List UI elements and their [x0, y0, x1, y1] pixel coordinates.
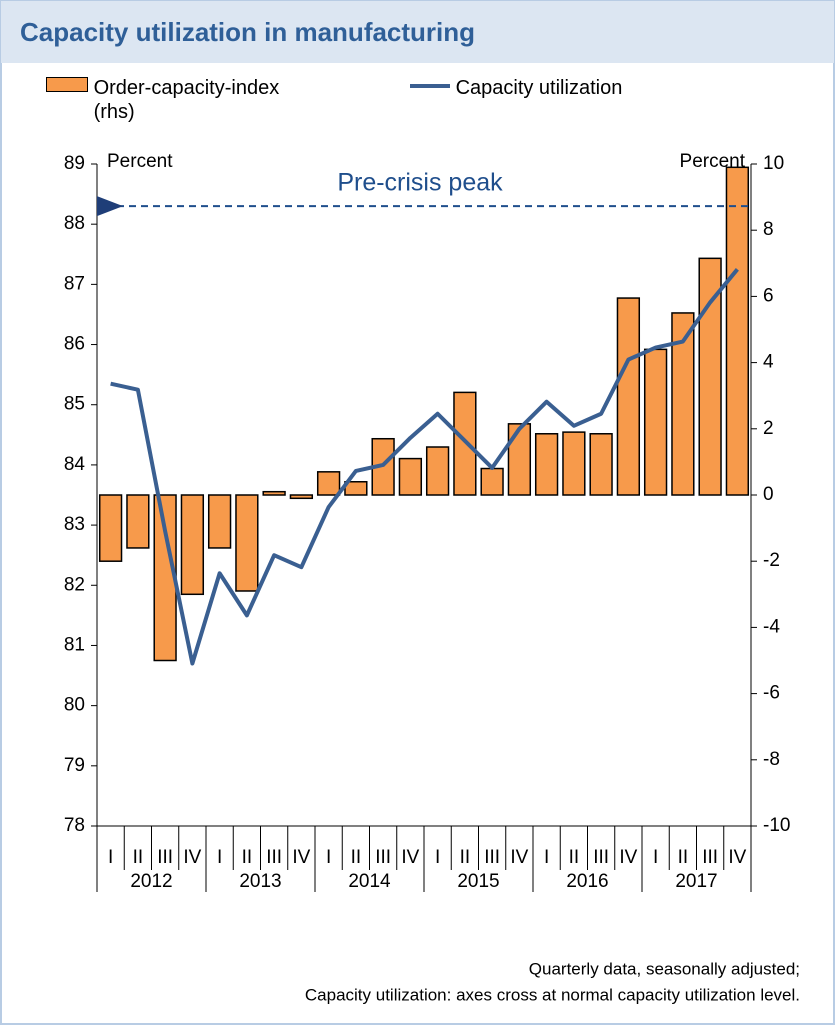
year-label: 2015 — [457, 871, 499, 892]
y-tick-label: 87 — [64, 273, 85, 294]
x-tick-label: III — [375, 847, 391, 868]
year-label: 2016 — [566, 871, 608, 892]
x-tick-label: II — [351, 847, 362, 868]
y-tick-label: 78 — [64, 815, 85, 836]
bar — [316, 471, 341, 496]
x-tick-label: IV — [292, 847, 310, 868]
x-tick-label: I — [435, 847, 440, 868]
year-label: 2014 — [348, 871, 391, 892]
legend-label: Capacity utilization — [455, 77, 623, 99]
x-tick-label: I — [108, 847, 113, 868]
bar — [425, 446, 450, 496]
y2-tick-label: -8 — [763, 749, 780, 770]
bar — [562, 431, 586, 496]
y-axis-label: Percent — [107, 151, 173, 172]
legend-bar: Order-capacity-index (rhs) — [46, 76, 324, 124]
year-label: 2013 — [239, 871, 281, 892]
legend-label: Order-capacity-index (rhs) — [93, 77, 280, 123]
bar — [643, 348, 668, 496]
bar — [398, 457, 423, 496]
bar — [289, 494, 314, 500]
x-tick-label: I — [653, 847, 658, 868]
legend-swatch — [410, 84, 450, 88]
y2-tick-label: 6 — [763, 285, 774, 306]
bar — [235, 494, 259, 592]
x-tick-label: II — [133, 847, 144, 868]
x-tick-label: III — [266, 847, 282, 868]
x-tick-label: III — [593, 847, 609, 868]
bar — [698, 257, 722, 496]
footnote: Quarterly data, seasonally adjusted; — [529, 959, 800, 978]
bar — [126, 494, 150, 549]
y-tick-label: 79 — [64, 755, 85, 776]
y-tick-label: 80 — [64, 695, 85, 716]
x-tick-label: II — [569, 847, 580, 868]
bar — [207, 494, 232, 549]
bar — [725, 166, 750, 496]
footnote: Capacity utilization: axes cross at norm… — [305, 985, 800, 1004]
x-tick-label: II — [242, 847, 253, 868]
y-tick-label: 86 — [64, 334, 85, 355]
y-tick-label: 89 — [64, 153, 85, 174]
header-bg — [1, 1, 834, 63]
y-tick-label: 84 — [64, 454, 86, 475]
y2-tick-label: -10 — [763, 815, 790, 836]
x-tick-label: IV — [401, 847, 419, 868]
bar — [671, 312, 695, 496]
bar — [507, 423, 532, 496]
y2-tick-label: 10 — [763, 153, 784, 174]
y2-tick-label: 4 — [763, 352, 774, 373]
bar — [616, 297, 641, 496]
y2-tick-label: 8 — [763, 219, 774, 240]
x-tick-label: IV — [183, 847, 201, 868]
y-tick-label: 85 — [64, 394, 85, 415]
reference-label: Pre-crisis peak — [337, 169, 503, 197]
y-tick-label: 83 — [64, 514, 85, 535]
x-tick-label: III — [702, 847, 718, 868]
y2-tick-label: -2 — [763, 550, 780, 571]
bar — [480, 467, 504, 496]
y2-tick-label: 2 — [763, 418, 774, 439]
chart-title: Capacity utilization in manufacturing — [20, 17, 475, 47]
legend-swatch — [46, 77, 88, 92]
x-tick-label: I — [544, 847, 549, 868]
year-label: 2017 — [675, 871, 717, 892]
bar — [180, 494, 205, 596]
bar — [262, 490, 286, 496]
x-tick-label: III — [157, 847, 173, 868]
line — [110, 268, 739, 666]
y-tick-label: 88 — [64, 213, 85, 234]
year-label: 2012 — [130, 871, 172, 892]
x-tick-label: II — [460, 847, 471, 868]
x-tick-label: IV — [510, 847, 528, 868]
y2-tick-label: -6 — [763, 683, 780, 704]
bar — [453, 391, 477, 496]
x-tick-label: II — [678, 847, 689, 868]
legend-line: Capacity utilization — [410, 76, 622, 100]
y2-tick-label: 0 — [763, 484, 774, 505]
x-tick-label: I — [217, 847, 222, 868]
y-tick-label: 81 — [64, 634, 85, 655]
reference-marker — [97, 196, 123, 217]
x-tick-label: IV — [728, 847, 746, 868]
bar — [589, 433, 613, 496]
y-tick-label: 82 — [64, 574, 85, 595]
x-tick-label: III — [484, 847, 500, 868]
x-tick-label: I — [326, 847, 331, 868]
x-tick-label: IV — [619, 847, 637, 868]
bar — [98, 494, 123, 562]
y2-tick-label: -4 — [763, 616, 780, 637]
bar — [534, 433, 559, 496]
